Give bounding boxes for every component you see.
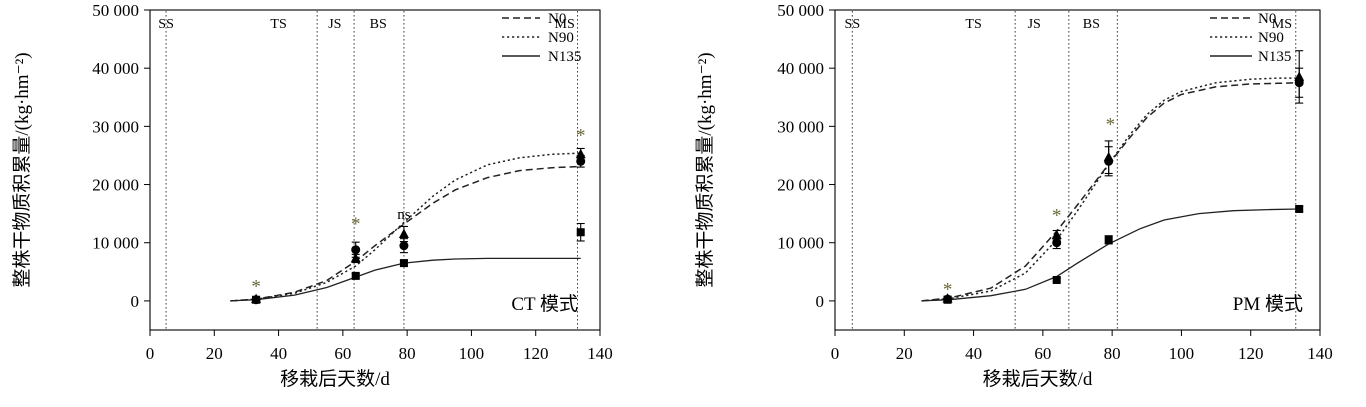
stage-label-ms: MS [1272,17,1292,32]
stage-label-bs: BS [1083,17,1100,32]
x-tick-label: 60 [1034,344,1051,363]
x-tick-label: 20 [206,344,223,363]
x-tick-label: 100 [459,344,485,363]
stage-label-js: JS [1028,17,1041,32]
significance-mark: * [1052,206,1062,227]
x-tick-label: 0 [146,344,155,363]
y-tick-label: 40 000 [777,59,824,78]
curve-n90 [230,152,581,302]
y-tick-label: 10 000 [92,234,139,253]
x-axis-label: 移栽后天数/d [983,368,1093,390]
stage-label-ts: TS [270,17,286,32]
data-point-n135 [576,228,585,237]
x-tick-label: 140 [1307,344,1333,363]
x-axis-label: 移栽后天数/d [280,368,390,390]
y-axis-label: 整株干物质积累量/(kg·hm⁻²) [694,52,716,287]
y-tick-label: 50 000 [92,1,139,20]
data-point-n135 [1295,204,1304,213]
y-tick-label: 10 000 [777,234,824,253]
chart-panel-pm: SS TS JS BS MS 0 20 40 60 80 100 120 140 0 10 000 20 00… [683,0,1366,403]
plot-frame [149,9,601,331]
x-tick-label: 40 [270,344,287,363]
stage-label-ss: SS [158,17,174,32]
mode-label: PM 模式 [1233,293,1303,315]
significance-mark: * [251,277,261,298]
chart-svg-pm: SS TS JS BS MS 0 20 40 60 80 100 120 140 0 10 000 20 00… [694,1,1333,390]
mode-label: CT 模式 [511,293,578,315]
y-tick-label: 0 [131,292,140,311]
data-point-n90 [576,156,586,166]
data-point-n90 [1294,78,1304,88]
stage-label-ms: MS [555,17,575,32]
data-point-n90 [399,241,409,251]
stage-label-js: JS [328,17,341,32]
x-tick-label: 120 [1238,344,1264,363]
data-point-n0 [398,228,409,238]
x-tick-label: 100 [1169,344,1195,363]
data-point-n135 [252,295,261,304]
legend-label-n90: N90 [1258,30,1284,46]
data-point-n135 [943,295,952,304]
x-tick-label: 40 [965,344,982,363]
x-tick-label: 0 [831,344,840,363]
legend-label-n0: N0 [548,11,566,27]
legend-label-n90: N90 [548,30,574,46]
curve-n90 [921,77,1300,302]
y-tick-label: 0 [816,292,825,311]
data-point-n135 [1052,275,1061,284]
data-point-n90 [1052,238,1062,248]
chart-panel-ct: SS TS JS BS MS 0 20 40 60 80 100 120 140 0 10 000 20 00… [0,0,683,403]
x-tick-label: 60 [334,344,351,363]
data-point-n90 [1104,156,1114,166]
significance-mark: * [1106,114,1116,135]
x-tick-label: 80 [399,344,416,363]
y-tick-label: 20 000 [92,176,139,195]
y-axis-label: 整株干物质积累量/(kg·hm⁻²) [11,52,33,287]
significance-mark: ns [397,207,411,223]
legend-label-n0: N0 [1258,11,1276,27]
legend-label-n135: N135 [548,49,581,65]
x-tick-label: 120 [523,344,549,363]
y-tick-label: 20 000 [777,176,824,195]
significance-mark: * [351,214,361,235]
curve-n0 [230,165,581,302]
data-point-n90 [351,245,361,255]
data-point-n135 [1104,235,1113,244]
curve-n0 [921,81,1300,302]
y-tick-label: 50 000 [777,1,824,20]
y-tick-label: 40 000 [92,59,139,78]
y-tick-label: 30 000 [777,117,824,136]
significance-mark: * [943,280,953,301]
x-tick-label: 80 [1104,344,1121,363]
stage-label-ss: SS [845,17,861,32]
x-tick-label: 140 [587,344,613,363]
legend-label-n135: N135 [1258,49,1291,65]
y-tick-label: 30 000 [92,117,139,136]
x-tick-label: 20 [896,344,913,363]
plot-frame [834,9,1321,331]
stage-label-ts: TS [965,17,981,32]
significance-mark: * [576,125,586,146]
chart-svg-ct: SS TS JS BS MS 0 20 40 60 80 100 120 140 0 10 000 20 00… [11,1,613,390]
stage-label-bs: BS [370,17,387,32]
data-point-n135 [351,271,360,280]
curve-n135 [921,208,1300,302]
data-point-n135 [399,259,408,268]
